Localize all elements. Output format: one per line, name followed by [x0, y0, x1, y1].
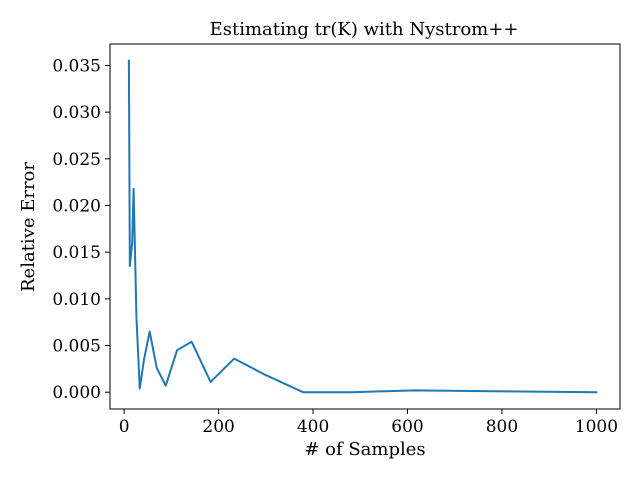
y-tick-label: 0.000	[52, 383, 101, 403]
y-tick-label: 0.025	[52, 150, 101, 170]
y-axis-label: Relative Error	[18, 162, 39, 292]
series-line	[127, 59, 598, 394]
x-tick-label: 1000	[575, 417, 618, 437]
y-tick-label: 0.005	[52, 337, 101, 357]
chart-title: Estimating tr(K) with Nystrom++	[210, 19, 519, 40]
plot-frame	[109, 43, 621, 410]
x-tick-label: 400	[297, 417, 329, 437]
series-group	[127, 59, 598, 394]
plot-area: 0 200 400 600 800 1000 0.0000.0050.0100.0150.…	[52, 43, 621, 437]
x-tick-label: 800	[486, 417, 518, 437]
y-tick-label: 0.035	[52, 56, 101, 76]
x-tick-label: 0	[119, 417, 130, 437]
x-tick-label: 600	[391, 417, 423, 437]
x-tick-label: 200	[202, 417, 234, 437]
y-axis: 0.000 0.005 0.010 0.015 0.020 0.025 0.030 0.035	[52, 56, 110, 403]
y-tick-label: 0.015	[52, 243, 101, 263]
y-tick-label: 0.030	[52, 103, 101, 123]
x-axis: 0 200 400 600 800 1000	[119, 409, 618, 437]
x-axis-label: # of Samples	[304, 439, 425, 460]
y-tick-label: 0.010	[52, 290, 101, 310]
y-tick-label: 0.020	[52, 196, 101, 216]
